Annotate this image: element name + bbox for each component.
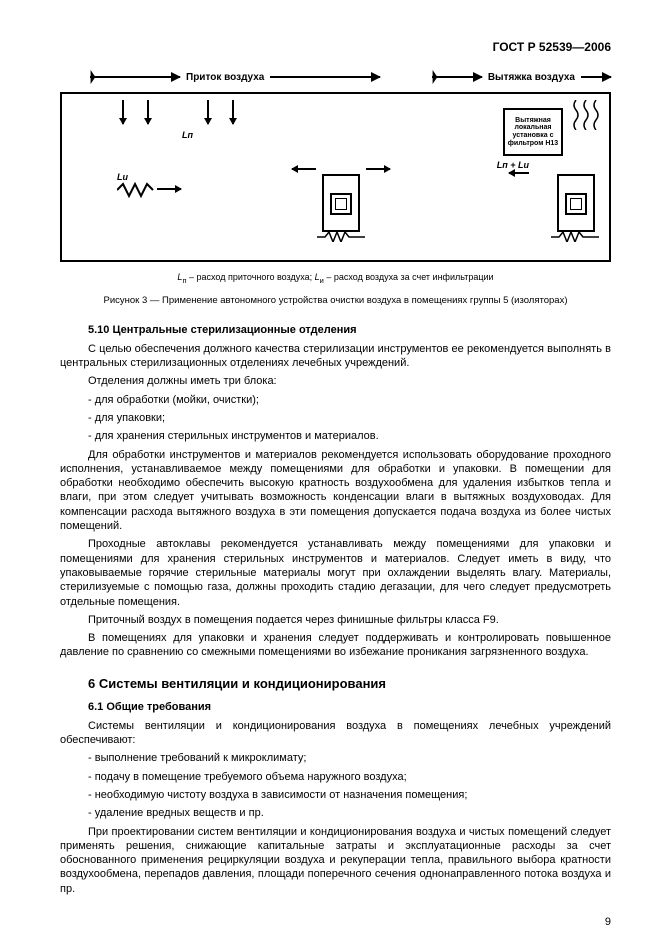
para: Проходные автоклавы рекомендуется устана… (60, 537, 611, 608)
list-item: - для обработки (мойки, очистки); (88, 393, 611, 407)
exhaust-label: Вытяжка воздуха (482, 72, 581, 83)
para: Отделения должны иметь три блока: (60, 374, 611, 388)
section-6-title: 6 Системы вентиляции и кондиционирования (88, 676, 611, 691)
page-number: 9 (60, 916, 611, 928)
doc-header: ГОСТ Р 52539—2006 (60, 40, 611, 54)
list-item: - выполнение требований к микроклимату; (88, 751, 611, 765)
para: В помещениях для упаковки и хранения сле… (60, 631, 611, 660)
figure-caption: Рисунок 3 — Применение автономного устро… (60, 295, 611, 306)
figure-note: Lп – расход приточного воздуха; Lи – рас… (60, 272, 611, 285)
list-item: - удаление вредных веществ и пр. (88, 806, 611, 820)
para: Приточный воздух в помещения подается че… (60, 613, 611, 627)
section-5-10-title: 5.10 Центральные стерилизационные отделе… (88, 324, 611, 336)
list-item: - необходимую чистоту воздуха в зависимо… (88, 788, 611, 802)
room-diagram: Lп Lи Вытяжная локальная установка с фил… (60, 92, 611, 262)
para: С целью обеспечения должного качества ст… (60, 342, 611, 371)
unit-label: Вытяжная локальная установка с фильтром … (505, 115, 561, 150)
figure-3: Приток воздуха Вытяжка воздуха Lп Lи (60, 66, 611, 306)
list-item: - для упаковки; (88, 411, 611, 425)
para: При проектировании систем вентиляции и к… (60, 825, 611, 896)
section-6-1-title: 6.1 Общие требования (88, 701, 611, 713)
list-item: - подачу в помещение требуемого объема н… (88, 770, 611, 784)
supply-label: Приток воздуха (180, 72, 270, 83)
list-item: - для хранения стерильных инструментов и… (88, 429, 611, 443)
para: Системы вентиляции и кондиционирования в… (60, 719, 611, 748)
para: Для обработки инструментов и материалов … (60, 448, 611, 534)
